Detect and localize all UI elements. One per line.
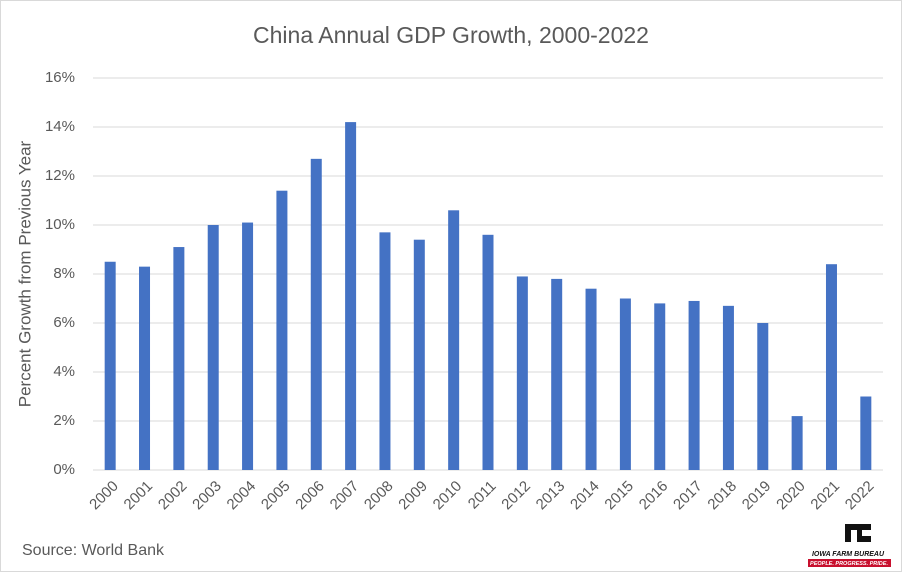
- bar: [860, 396, 872, 470]
- logo-name: IOWA FARM BUREAU: [812, 551, 885, 558]
- bar: [688, 300, 700, 470]
- bar: [619, 298, 631, 470]
- bar: [482, 234, 494, 470]
- bar: [757, 323, 769, 470]
- logo-mark: [862, 530, 871, 536]
- bar: [379, 232, 391, 470]
- source-note: Source: World Bank: [22, 542, 165, 559]
- bar: [722, 305, 734, 470]
- y-tick-label: 12%: [45, 167, 75, 184]
- bar: [585, 288, 597, 470]
- y-tick-label: 8%: [53, 265, 75, 282]
- y-tick-label: 14%: [45, 118, 75, 135]
- bar: [448, 210, 460, 471]
- y-axis-label: Percent Growth from Previous Year: [15, 140, 34, 407]
- chart-title: China Annual GDP Growth, 2000-2022: [253, 22, 649, 48]
- bar: [276, 190, 288, 470]
- bar: [139, 266, 151, 470]
- y-tick-label: 6%: [53, 314, 75, 331]
- bar: [310, 158, 322, 470]
- y-tick-label: 4%: [53, 363, 75, 380]
- bar: [516, 276, 528, 470]
- bar: [825, 264, 837, 470]
- y-tick-label: 10%: [45, 216, 75, 233]
- bar: [104, 261, 116, 470]
- bar: [791, 416, 803, 470]
- bar: [551, 278, 563, 470]
- bar: [207, 225, 219, 470]
- logo-tagline: PEOPLE. PROGRESS. PRIDE.: [810, 561, 888, 567]
- y-tick-label: 16%: [45, 69, 75, 86]
- y-tick-label: 2%: [53, 412, 75, 429]
- bar: [654, 303, 666, 470]
- bar: [242, 222, 254, 470]
- y-tick-label: 0%: [53, 461, 75, 478]
- logo-mark: [851, 530, 857, 542]
- bar: [345, 122, 357, 470]
- logo-band: [808, 559, 891, 567]
- bar: [413, 239, 425, 470]
- logo: IOWA FARM BUREAU PEOPLE. PROGRESS. PRIDE…: [808, 524, 891, 567]
- bar: [173, 247, 185, 470]
